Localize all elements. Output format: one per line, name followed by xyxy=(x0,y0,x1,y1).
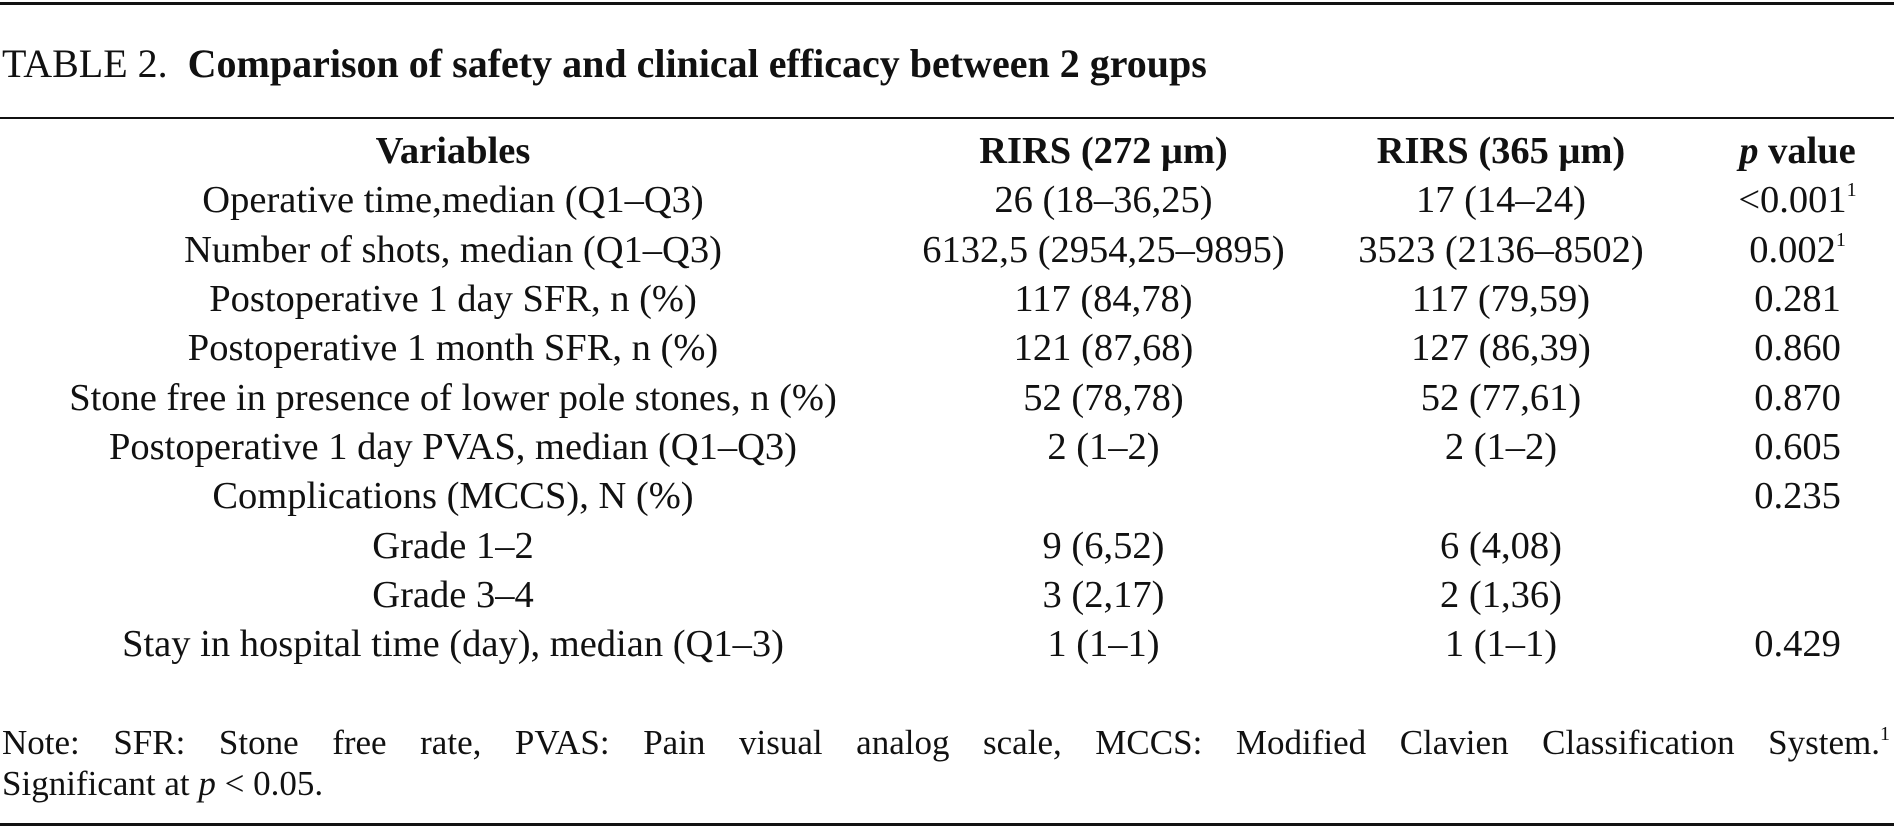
cell-rirs-272: 121 (87,68) xyxy=(1013,327,1194,370)
note-text: Note: SFR: Stone free rate, PVAS: Pain v… xyxy=(2,723,1880,762)
table-row: Grade 1–2 9 (6,52) 6 (4,08) xyxy=(0,521,1894,570)
cell-variable: Stay in hospital time (day), median (Q1–… xyxy=(122,623,784,666)
note-significance-prefix: Significant at xyxy=(2,764,199,803)
cell-p-value xyxy=(1701,521,1894,570)
results-table: Variables RIRS (272 μm) RIRS (365 μm) p … xyxy=(0,127,1894,669)
p-value-text: 0.605 xyxy=(1754,425,1841,468)
cell-p-value: 0.605 xyxy=(1701,423,1894,472)
p-value-text: 0.429 xyxy=(1754,623,1841,666)
cell-p-value: <0.0011 xyxy=(1701,176,1894,225)
cell-rirs-272: 1 (1–1) xyxy=(1047,623,1160,666)
cell-p-value: 0.281 xyxy=(1701,275,1894,324)
bottom-rule xyxy=(0,823,1894,826)
cell-rirs-365: 17 (14–24) xyxy=(1415,179,1587,222)
cell-rirs-272: 117 (84,78) xyxy=(1014,278,1193,321)
cell-variable: Complications (MCCS), N (%) xyxy=(212,475,694,518)
table-caption: TABLE 2. Comparison of safety and clinic… xyxy=(2,40,1207,88)
cell-rirs-272: 9 (6,52) xyxy=(1042,524,1165,567)
cell-variable: Number of shots, median (Q1–Q3) xyxy=(184,228,722,271)
cell-p-value: 0.0021 xyxy=(1701,226,1894,275)
cell-rirs-365: 117 (79,59) xyxy=(1411,278,1591,321)
table-row: Stay in hospital time (day), median (Q1–… xyxy=(0,620,1894,669)
p-value-text: 0.002 xyxy=(1749,228,1836,271)
cell-rirs-365: 6 (4,08) xyxy=(1440,524,1562,567)
table-body: Operative time,median (Q1–Q3) 26 (18–36,2… xyxy=(0,176,1894,669)
table-note: Note: SFR: Stone free rate, PVAS: Pain v… xyxy=(2,722,1890,804)
cell-rirs-272: 6132,5 (2954,25–9895) xyxy=(922,228,1285,271)
table-row: Complications (MCCS), N (%) 0.235 xyxy=(0,472,1894,521)
p-value-text: 0.860 xyxy=(1754,327,1841,370)
note-footnote-marker: 1 xyxy=(1880,723,1890,745)
table-row: Postoperative 1 month SFR, n (%) 121 (87,… xyxy=(0,324,1894,373)
p-value-text: 0.870 xyxy=(1754,376,1841,419)
table-row: Postoperative 1 day PVAS, median (Q1–Q3)… xyxy=(0,423,1894,472)
header-variables: Variables xyxy=(375,130,531,173)
cell-rirs-365: 3523 (2136–8502) xyxy=(1358,228,1644,271)
top-rule xyxy=(0,2,1894,5)
table-row: Stone free in presence of lower pole sto… xyxy=(0,373,1894,422)
cell-rirs-365 xyxy=(1301,472,1701,521)
cell-rirs-272: 26 (18–36,25) xyxy=(994,179,1213,222)
p-value-text: 0.281 xyxy=(1754,278,1841,321)
cell-rirs-365: 52 (77,61) xyxy=(1420,376,1582,419)
table-row: Postoperative 1 day SFR, n (%) 117 (84,78… xyxy=(0,275,1894,324)
header-group-365: RIRS (365 μm) xyxy=(1376,130,1626,173)
header-group-272: RIRS (272 μm) xyxy=(979,130,1228,173)
note-line-2: Significant at p < 0.05. xyxy=(2,763,1890,804)
cell-variable: Stone free in presence of lower pole sto… xyxy=(69,376,837,419)
header-p-label: value xyxy=(1758,130,1856,173)
table-row: Number of shots, median (Q1–Q3) 6132,5 (2… xyxy=(0,226,1894,275)
footnote-marker: 1 xyxy=(1846,179,1857,202)
table-row: Grade 3–4 3 (2,17) 2 (1,36) xyxy=(0,571,1894,620)
cell-variable: Grade 3–4 xyxy=(372,573,534,616)
cell-rirs-365: 2 (1,36) xyxy=(1440,573,1562,616)
cell-p-value: 0.860 xyxy=(1701,324,1894,373)
header-p-symbol: p xyxy=(1739,130,1759,173)
header-rule xyxy=(0,117,1894,119)
note-p-symbol: p xyxy=(198,764,216,803)
table-title: Comparison of safety and clinical effica… xyxy=(187,41,1207,86)
cell-variable: Operative time,median (Q1–Q3) xyxy=(202,179,704,222)
table-label: TABLE 2. xyxy=(2,41,168,86)
cell-rirs-272: 2 (1–2) xyxy=(1047,425,1160,468)
cell-rirs-272: 52 (78,78) xyxy=(1023,376,1184,419)
cell-p-value: 0.429 xyxy=(1701,620,1894,669)
header-row: Variables RIRS (272 μm) RIRS (365 μm) p … xyxy=(0,127,1894,176)
cell-rirs-365: 127 (86,39) xyxy=(1411,327,1591,370)
note-significance-suffix: < 0.05. xyxy=(215,764,324,803)
cell-variable: Postoperative 1 month SFR, n (%) xyxy=(187,327,719,370)
table-row: Operative time,median (Q1–Q3) 26 (18–36,2… xyxy=(0,176,1894,225)
cell-p-value: 0.235 xyxy=(1701,472,1894,521)
cell-variable: Postoperative 1 day SFR, n (%) xyxy=(209,278,697,321)
cell-p-value: 0.870 xyxy=(1701,373,1894,422)
cell-rirs-365: 2 (1–2) xyxy=(1444,425,1558,468)
cell-p-value xyxy=(1701,571,1894,620)
cell-rirs-272: 3 (2,17) xyxy=(1042,573,1165,616)
footnote-marker: 1 xyxy=(1835,228,1846,251)
note-line-1: Note: SFR: Stone free rate, PVAS: Pain v… xyxy=(2,722,1890,763)
cell-variable: Postoperative 1 day PVAS, median (Q1–Q3) xyxy=(109,425,797,468)
header-p-value: p value xyxy=(1701,127,1894,176)
cell-variable: Grade 1–2 xyxy=(372,524,534,567)
p-value-text: 0.235 xyxy=(1754,475,1841,518)
cell-rirs-365: 1 (1–1) xyxy=(1444,623,1558,666)
cell-rirs-272 xyxy=(906,472,1301,521)
p-value-text: <0.001 xyxy=(1738,179,1847,222)
